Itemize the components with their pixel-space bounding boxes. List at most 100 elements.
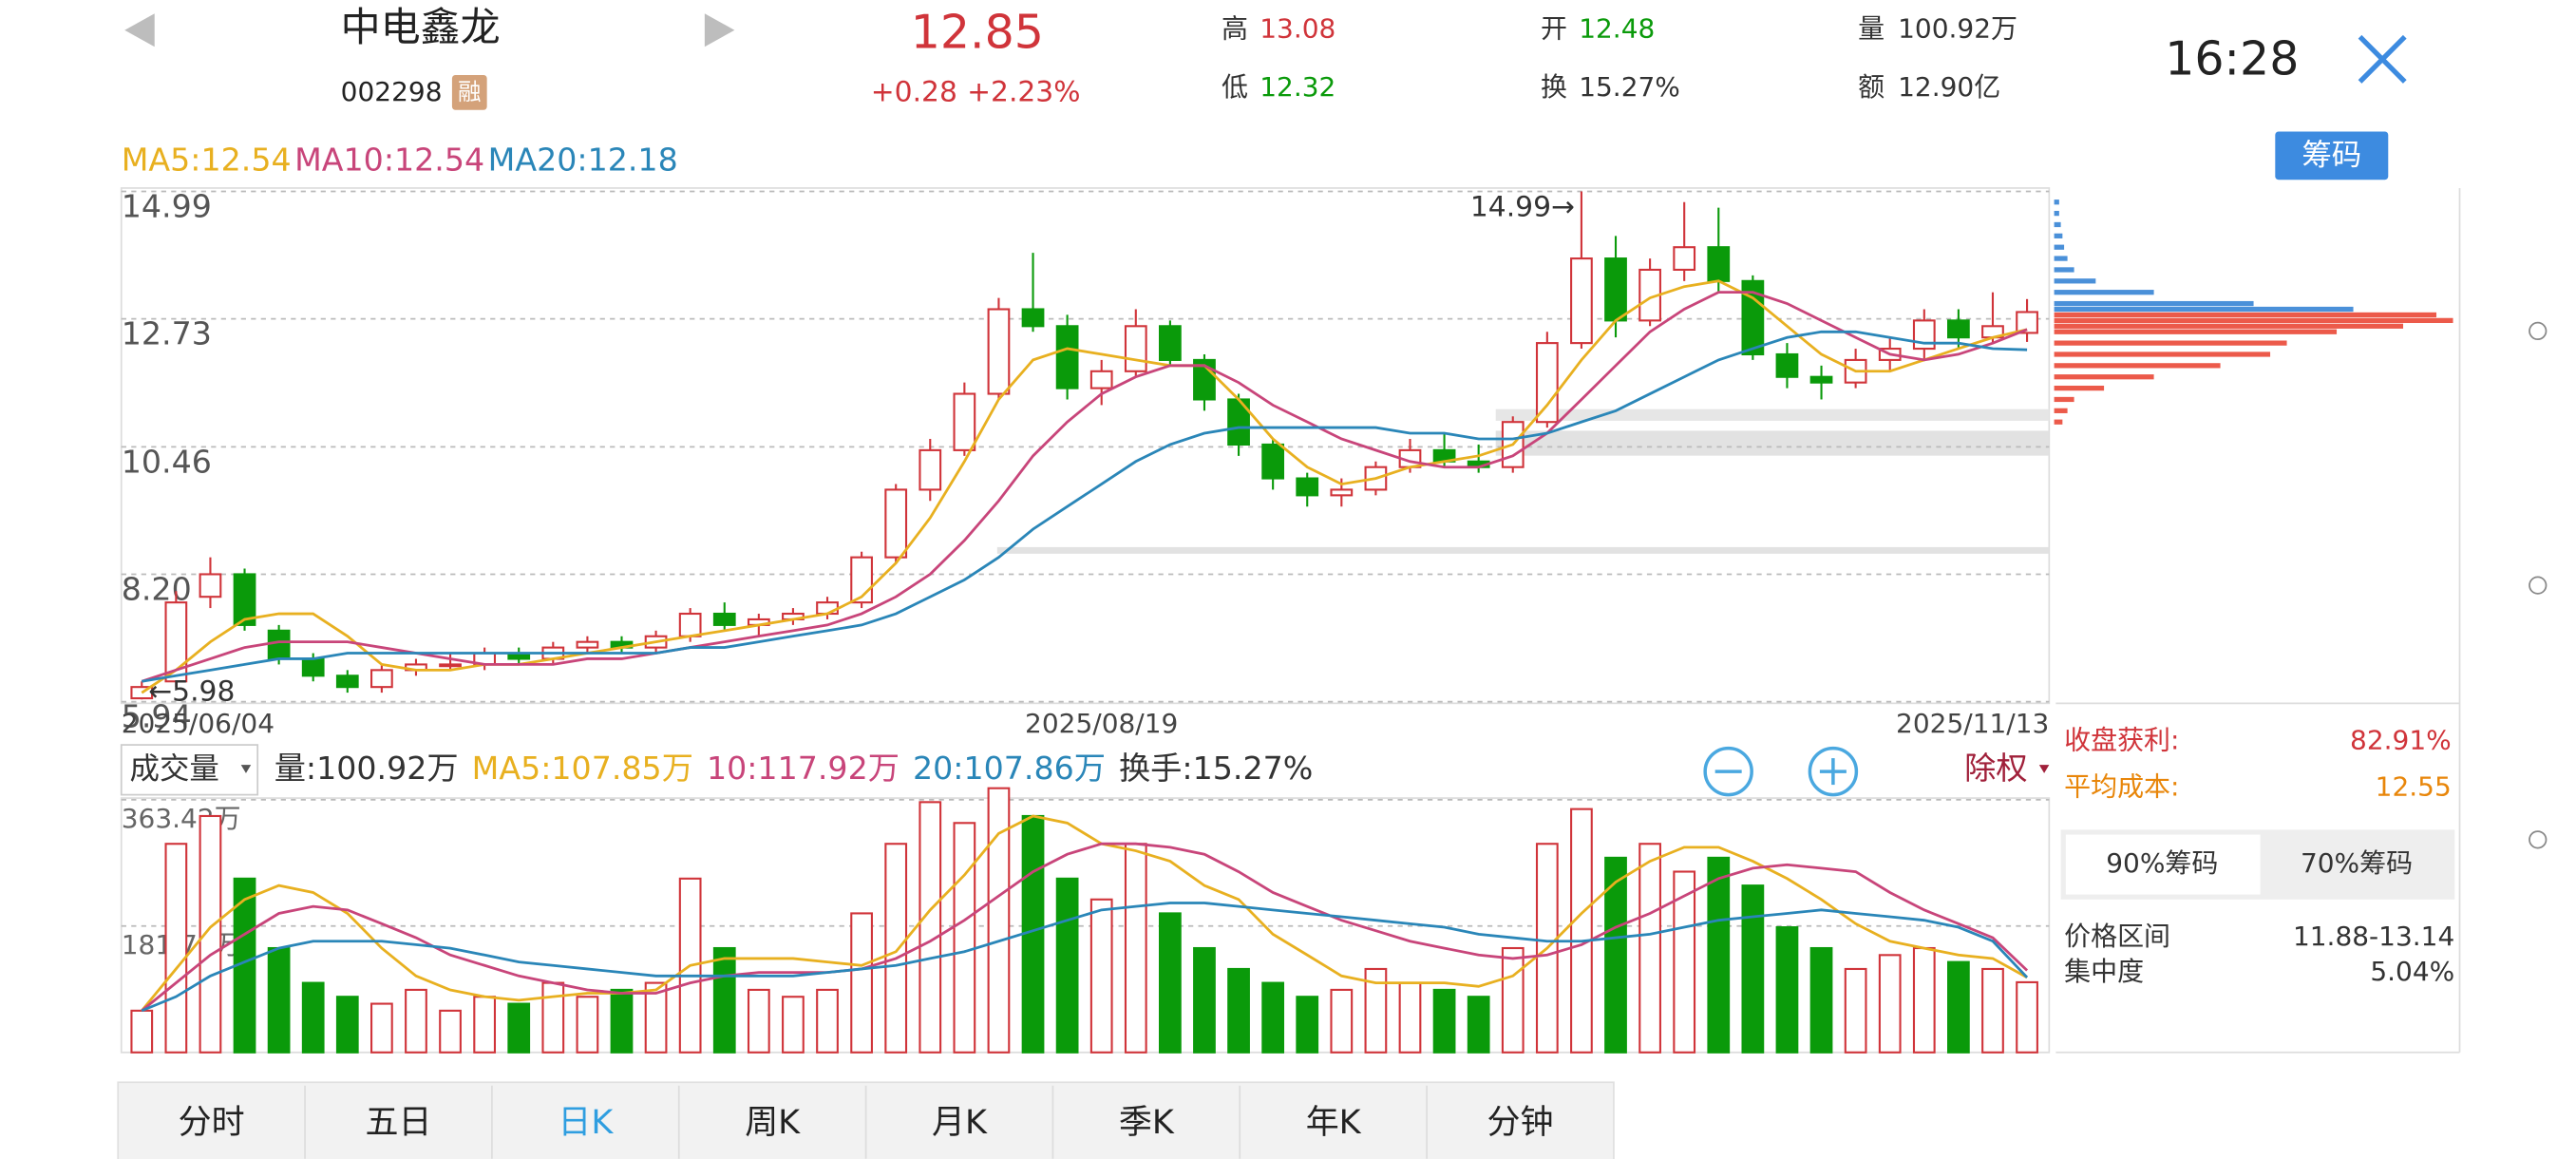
volume-bar bbox=[1261, 981, 1285, 1054]
profit-label: 收盘获利: bbox=[2064, 725, 2179, 756]
chip-tab[interactable]: 70%筹码 bbox=[2301, 847, 2413, 879]
x-tick-label: 2025/11/13 bbox=[1896, 708, 2049, 739]
chip-button-bg[interactable] bbox=[2275, 131, 2389, 180]
candle-body bbox=[1673, 246, 1696, 272]
side-icon[interactable] bbox=[2529, 321, 2548, 341]
volume-bar bbox=[610, 988, 634, 1054]
adjust[interactable]: 除权 bbox=[1964, 750, 2027, 787]
candle-body bbox=[1296, 477, 1319, 497]
chip-bar bbox=[2054, 385, 2105, 391]
chip-button[interactable]: 筹码 bbox=[2301, 139, 2361, 173]
tab[interactable]: 季K bbox=[1119, 1104, 1175, 1142]
chip-bar bbox=[2054, 267, 2074, 273]
y-tick-label: 12.73 bbox=[122, 315, 212, 352]
volume-selector-box[interactable] bbox=[120, 744, 259, 796]
chip-bar bbox=[2054, 233, 2063, 238]
cost-label: 平均成本: bbox=[2064, 771, 2179, 803]
stock-code: 002298 bbox=[341, 76, 443, 107]
volume-selector[interactable]: 成交量 bbox=[129, 751, 218, 786]
volume-bar bbox=[130, 1009, 154, 1054]
y-tick-label: 14.99 bbox=[122, 187, 212, 224]
high-label: 高 bbox=[1222, 13, 1248, 45]
candle-body bbox=[953, 392, 976, 451]
open-label: 开 bbox=[1541, 13, 1567, 45]
volume-label: 量:100.92万 bbox=[275, 750, 459, 787]
turnover: 15.27% bbox=[1579, 71, 1680, 103]
chip-bar bbox=[2054, 244, 2065, 250]
candle-body bbox=[1741, 279, 1765, 356]
chip-bar bbox=[2054, 317, 2453, 323]
high: 13.08 bbox=[1260, 13, 1335, 45]
volume-bar bbox=[919, 801, 942, 1054]
zoom-in[interactable] bbox=[1808, 746, 1859, 797]
volume-bar bbox=[1570, 808, 1593, 1054]
side-icon[interactable] bbox=[2529, 576, 2548, 595]
y-tick-label: 10.46 bbox=[122, 443, 212, 480]
tab[interactable]: 分时 bbox=[179, 1104, 245, 1142]
tab[interactable]: 五日 bbox=[366, 1104, 432, 1142]
candle-body bbox=[1159, 325, 1182, 361]
volume-bar bbox=[782, 996, 805, 1054]
volume-bar bbox=[267, 946, 291, 1054]
candle-body bbox=[1809, 375, 1833, 384]
chip-bar bbox=[2054, 306, 2354, 313]
volume-bar bbox=[1089, 898, 1113, 1054]
tab[interactable]: 周K bbox=[745, 1104, 801, 1142]
tab[interactable]: 分钟 bbox=[1487, 1104, 1554, 1142]
volume-bar bbox=[1330, 988, 1354, 1054]
volume-bar bbox=[884, 843, 908, 1054]
low-label: 低 bbox=[1222, 71, 1248, 103]
open: 12.48 bbox=[1579, 13, 1655, 45]
candle-body bbox=[199, 573, 222, 598]
dropdown-icon bbox=[2038, 765, 2050, 773]
volume-bar bbox=[1227, 967, 1250, 1054]
chip-bar bbox=[2054, 329, 2338, 334]
side-icon[interactable] bbox=[2529, 830, 2548, 849]
chip-tab-active[interactable] bbox=[2065, 834, 2261, 895]
x-tick-label: 2025/08/19 bbox=[1025, 708, 1178, 739]
volume-bar bbox=[576, 996, 599, 1054]
margin-tag: 融 bbox=[458, 78, 482, 105]
volume-bar bbox=[164, 843, 188, 1054]
x-tick-label: 2025/06/04 bbox=[122, 708, 275, 739]
chip-bar bbox=[2054, 256, 2068, 261]
tab[interactable]: 月K bbox=[932, 1104, 988, 1142]
candle-body bbox=[1330, 488, 1354, 497]
next-arrow[interactable] bbox=[704, 13, 735, 48]
volume-bar bbox=[335, 996, 359, 1054]
volume-bar bbox=[1364, 967, 1388, 1054]
candle-body bbox=[1089, 370, 1113, 390]
change: +0.28 bbox=[871, 76, 957, 109]
chip-tab[interactable]: 90%筹码 bbox=[2106, 847, 2218, 879]
volume-ma-line bbox=[141, 842, 2029, 1012]
y-tick-label: 363.42万 bbox=[122, 803, 241, 834]
close-button[interactable] bbox=[2358, 34, 2407, 84]
tab[interactable]: 日K bbox=[558, 1104, 614, 1142]
concentration: 5.04% bbox=[2370, 956, 2454, 987]
volume-label: 换手:15.27% bbox=[1119, 750, 1313, 787]
volume-bar bbox=[987, 787, 1011, 1054]
y-tick-label: 8.20 bbox=[122, 570, 192, 607]
volume-bar bbox=[1055, 877, 1079, 1054]
change-pct: +2.23% bbox=[967, 76, 1080, 109]
volume-ma-line bbox=[141, 902, 2029, 1013]
volume-bar bbox=[2016, 980, 2038, 1054]
prev-arrow[interactable] bbox=[124, 13, 155, 48]
volume-bar bbox=[541, 981, 565, 1054]
candle-body bbox=[301, 657, 325, 677]
candle-body bbox=[1707, 246, 1731, 282]
candle-body bbox=[1775, 352, 1799, 378]
annotation: 14.99→ bbox=[1470, 190, 1575, 223]
margin-tag-bg bbox=[451, 74, 487, 110]
volume-bar bbox=[644, 981, 668, 1054]
zoom-out[interactable] bbox=[1703, 746, 1753, 797]
y-tick-label: 5.94 bbox=[122, 698, 192, 735]
candle-body bbox=[576, 640, 599, 649]
volume-bar bbox=[712, 946, 736, 1054]
tab[interactable]: 年K bbox=[1306, 1104, 1362, 1142]
volume-bar bbox=[439, 1009, 462, 1054]
amount: 12.90亿 bbox=[1898, 71, 2000, 103]
volume-bar bbox=[1809, 946, 1833, 1054]
candle-body bbox=[919, 448, 942, 491]
